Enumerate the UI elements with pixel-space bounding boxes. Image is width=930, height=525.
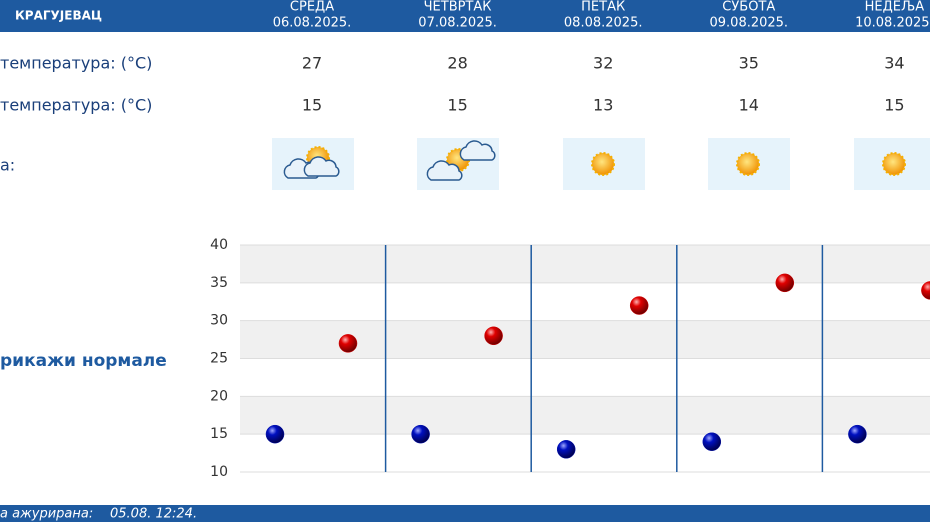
max-dot [484, 326, 503, 346]
footer-time: 05.08. 12:24. [110, 507, 197, 522]
chart: 10 15 20 25 30 35 40 [210, 237, 930, 480]
row-label: а: [0, 156, 15, 175]
day-name: НЕДЕЉА [865, 0, 925, 15]
row-label: температура: (°C) [0, 96, 152, 115]
cell-value: 27 [302, 54, 322, 73]
y-tick-label: 35 [210, 275, 228, 291]
min-dot [556, 440, 576, 459]
y-tick-label: 15 [210, 426, 228, 442]
day-name: ЧЕТВРТАК [424, 0, 492, 15]
cell-value: 15 [884, 96, 904, 115]
y-tick-label: 10 [210, 464, 228, 480]
min-dot [848, 424, 867, 444]
day-date: 07.08.2025. [418, 16, 497, 31]
min-dot [265, 424, 285, 444]
max-dot [629, 296, 649, 315]
grid-band [240, 396, 930, 435]
min-dot [411, 424, 430, 444]
day-name: ПЕТАК [581, 0, 625, 15]
y-tick-label: 20 [210, 388, 228, 404]
footer-label: а ажурирана: [0, 507, 93, 522]
day-date: 09.08.2025. [710, 16, 789, 31]
day-date: 10.08.2025. [855, 16, 930, 31]
cell-value: 34 [884, 54, 904, 73]
y-tick-label: 30 [210, 313, 228, 329]
cell-value: 15 [302, 96, 322, 115]
grid-band [240, 245, 930, 283]
day-name: СРЕДА [290, 0, 334, 15]
day-name: СУБОТА [722, 0, 775, 15]
day-date: 06.08.2025. [273, 16, 352, 31]
grid-band [240, 434, 930, 472]
max-dot [338, 334, 358, 353]
max-dot [775, 273, 795, 293]
city: КРАГУЈЕВАЦ [15, 9, 102, 23]
cell-value: 32 [593, 54, 613, 73]
header-bar [0, 0, 930, 32]
row-label: температура: (°C) [0, 54, 152, 73]
grid-band [240, 358, 930, 397]
cell-value: 15 [447, 96, 467, 115]
weather-icons [272, 138, 930, 190]
toggle-normals[interactable]: рикажи нормале [0, 351, 167, 371]
cell-value: 28 [447, 54, 467, 73]
grid-band [240, 282, 930, 321]
footer-bar [0, 505, 930, 522]
cell-value: 14 [739, 96, 759, 115]
cell-value: 35 [739, 54, 759, 73]
cell-value: 13 [593, 96, 613, 115]
min-dot [702, 432, 722, 451]
y-tick-label: 25 [210, 351, 228, 367]
day-date: 08.08.2025. [564, 16, 643, 31]
y-tick-label: 40 [210, 237, 228, 253]
max-dot [921, 281, 930, 300]
